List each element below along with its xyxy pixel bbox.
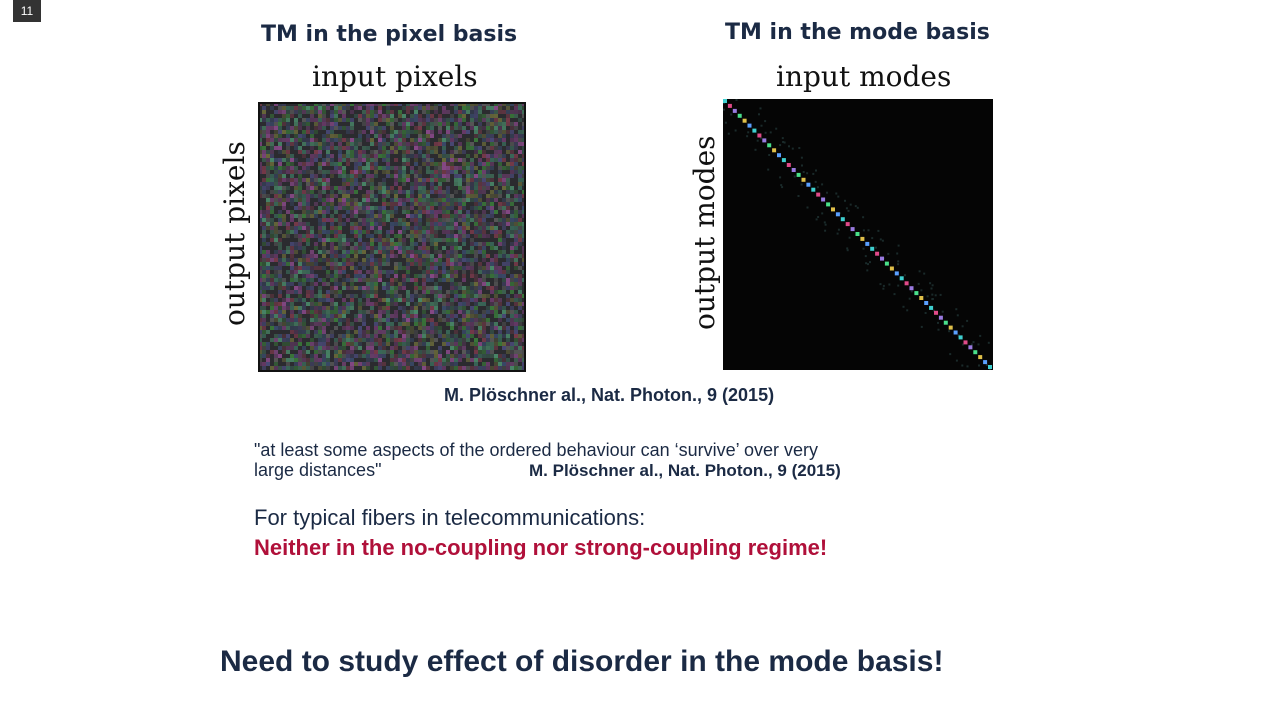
pixel-basis-matrix — [258, 102, 526, 372]
input-modes-label: input modes — [776, 60, 952, 93]
slide-number: 11 — [13, 0, 41, 22]
input-pixels-label: input pixels — [312, 60, 478, 93]
conclusion-heading: Need to study effect of disorder in the … — [220, 645, 944, 678]
figure-citation: M. Plöschner al., Nat. Photon., 9 (2015) — [444, 385, 775, 405]
pixel-basis-title: TM in the pixel basis — [261, 22, 518, 47]
quote-line-2: large distances" — [254, 460, 382, 480]
quote-line-1: "at least some aspects of the ordered be… — [254, 440, 819, 460]
quote-citation: M. Plöschner al., Nat. Photon., 9 (2015) — [529, 461, 841, 480]
statement-line-1: For typical fibers in telecommunications… — [254, 505, 646, 530]
output-pixels-label: output pixels — [218, 141, 251, 326]
mode-basis-title: TM in the mode basis — [725, 20, 990, 45]
output-modes-label: output modes — [688, 135, 721, 330]
statement-highlight: Neither in the no-coupling nor strong-co… — [254, 535, 828, 560]
mode-basis-matrix — [723, 99, 993, 370]
